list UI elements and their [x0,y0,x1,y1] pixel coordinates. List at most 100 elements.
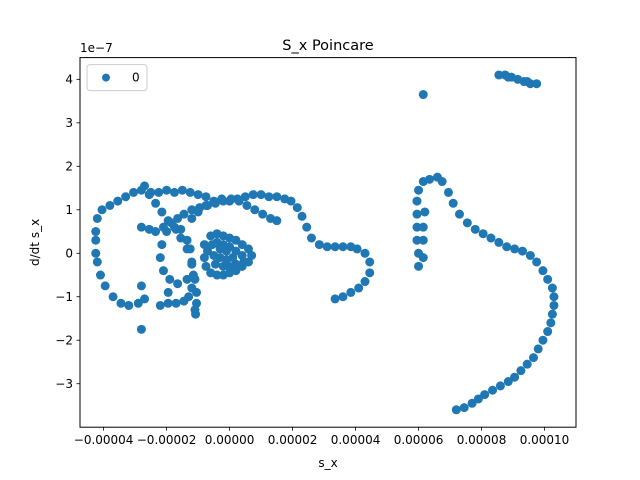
data-point [494,70,504,80]
data-point [140,294,150,304]
data-point [549,292,559,302]
data-point [346,287,356,297]
scatter-points [91,70,559,415]
data-point [218,270,228,280]
data-point [182,244,192,254]
data-point [330,294,340,304]
data-point [163,216,173,226]
data-point [113,196,123,206]
data-point [234,196,244,206]
data-point [171,298,181,308]
data-point [478,229,488,239]
data-point [105,200,115,210]
x-tick-label: 0.00010 [520,433,570,447]
data-point [522,77,532,87]
data-point [258,209,268,219]
data-point [187,259,197,269]
data-point [494,237,504,247]
data-point [95,270,105,280]
legend-label: 0 [132,71,140,85]
data-point [338,242,348,252]
data-point [302,222,312,232]
plot-frame [79,57,577,428]
data-point [510,244,520,254]
data-point [414,261,424,271]
data-point [201,200,211,210]
data-point [503,377,513,387]
data-point [538,335,548,345]
data-point [136,222,146,232]
data-point [190,274,200,284]
y-tick-label: 0 [65,247,73,261]
data-point [100,281,110,291]
data-point [182,274,192,284]
data-point [306,233,316,243]
data-point [412,235,422,245]
data-point [91,227,101,237]
data-point [165,274,175,284]
data-point [286,196,296,206]
y-tick-label: −3 [55,377,73,391]
data-point [173,213,183,223]
data-point [193,207,203,217]
data-point [140,181,150,191]
data-point [92,213,102,223]
data-point [462,218,472,228]
data-point [297,211,307,221]
data-point [352,244,362,254]
data-point [480,390,490,400]
y-tick-label: 3 [65,116,73,130]
data-point [215,253,225,263]
data-point [547,309,557,319]
data-point [517,246,527,256]
data-point [250,205,260,215]
data-point [425,174,435,184]
x-tick-label: 0.00004 [331,433,381,447]
data-point [543,274,553,284]
data-point [116,298,126,308]
data-point [503,72,513,82]
data-point [206,268,216,278]
data-point [443,187,453,197]
y-axis-multiplier: 1e−7 [80,41,113,55]
y-tick-label: −1 [55,290,73,304]
data-point [193,190,203,200]
data-point [459,403,469,413]
data-point [360,277,370,287]
data-point [448,198,458,208]
data-point [495,381,505,391]
data-point [522,359,532,369]
chart-title: S_x Poincare [282,38,373,54]
data-point [136,324,146,334]
data-point [209,196,219,206]
data-point [162,185,172,195]
data-point [169,187,179,197]
data-point [420,207,430,217]
data-point [528,353,538,363]
data-point [201,192,211,202]
data-point [264,192,274,202]
data-point [108,292,118,302]
data-point [473,394,483,404]
data-point [157,207,167,217]
data-point [330,242,340,252]
data-point [549,300,559,310]
y-tick-label: 4 [65,73,73,87]
legend-marker [102,73,110,82]
data-point [184,292,194,302]
data-point [525,250,535,260]
y-axis-title: d/dt s_x [28,219,42,266]
data-point [158,266,168,276]
data-point [201,261,211,271]
data-point [154,187,164,197]
data-point [418,90,428,100]
data-point [187,213,197,223]
data-point [242,200,252,210]
data-point [176,233,186,243]
data-point [547,283,557,293]
y-tick-label: −2 [55,334,73,348]
data-point [210,259,220,269]
data-point [418,222,428,232]
x-tick-label: −0.00002 [137,433,197,447]
